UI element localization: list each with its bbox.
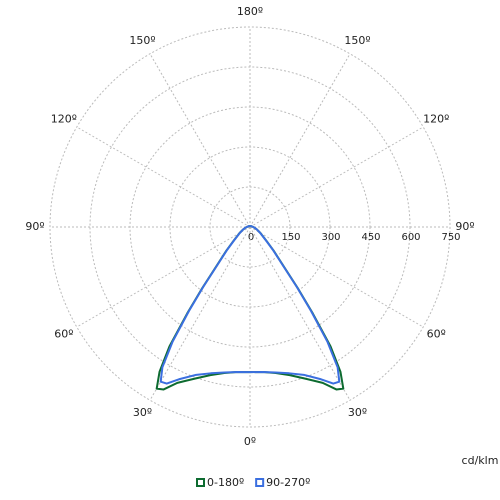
angle-tick-label: 90º: [455, 220, 474, 233]
series-line: [159, 225, 251, 385]
angle-tick-label: 90º: [25, 220, 44, 233]
r-tick-label: 300: [321, 232, 340, 243]
grid-spoke: [76, 126, 251, 228]
angle-tick-label: 150º: [344, 34, 370, 47]
angle-tick-label: 0º: [244, 435, 256, 448]
grid-circle: [49, 26, 451, 428]
angle-tick-label: 180º: [237, 5, 263, 18]
grid-spoke: [249, 226, 351, 401]
r-tick-label: 450: [361, 232, 380, 243]
grid-spoke: [149, 53, 251, 228]
angle-tick-label: 60º: [54, 328, 73, 341]
r-tick-label: 150: [281, 232, 300, 243]
angle-tick-label: 120º: [51, 113, 77, 126]
grid-spoke: [149, 226, 251, 401]
angle-tick-label: 30º: [133, 406, 152, 419]
grid-spoke: [249, 226, 424, 328]
grid-spoke: [249, 53, 351, 228]
r-tick-label: 600: [401, 232, 420, 243]
legend-swatch: [196, 478, 205, 487]
legend-swatch: [255, 478, 265, 487]
r-tick-label: 0: [248, 232, 254, 243]
series-line: [249, 225, 341, 385]
legend-label: 0-180º: [207, 476, 244, 489]
grid-spoke: [76, 226, 251, 328]
grid-spoke: [249, 126, 424, 228]
r-tick-label: 750: [441, 232, 460, 243]
angle-tick-label: 30º: [348, 406, 367, 419]
unit-label: cd/klm: [462, 454, 499, 467]
angle-tick-label: 120º: [423, 113, 449, 126]
angle-tick-label: 150º: [129, 34, 155, 47]
legend-label: 90-270º: [266, 476, 310, 489]
angle-tick-label: 60º: [427, 328, 446, 341]
